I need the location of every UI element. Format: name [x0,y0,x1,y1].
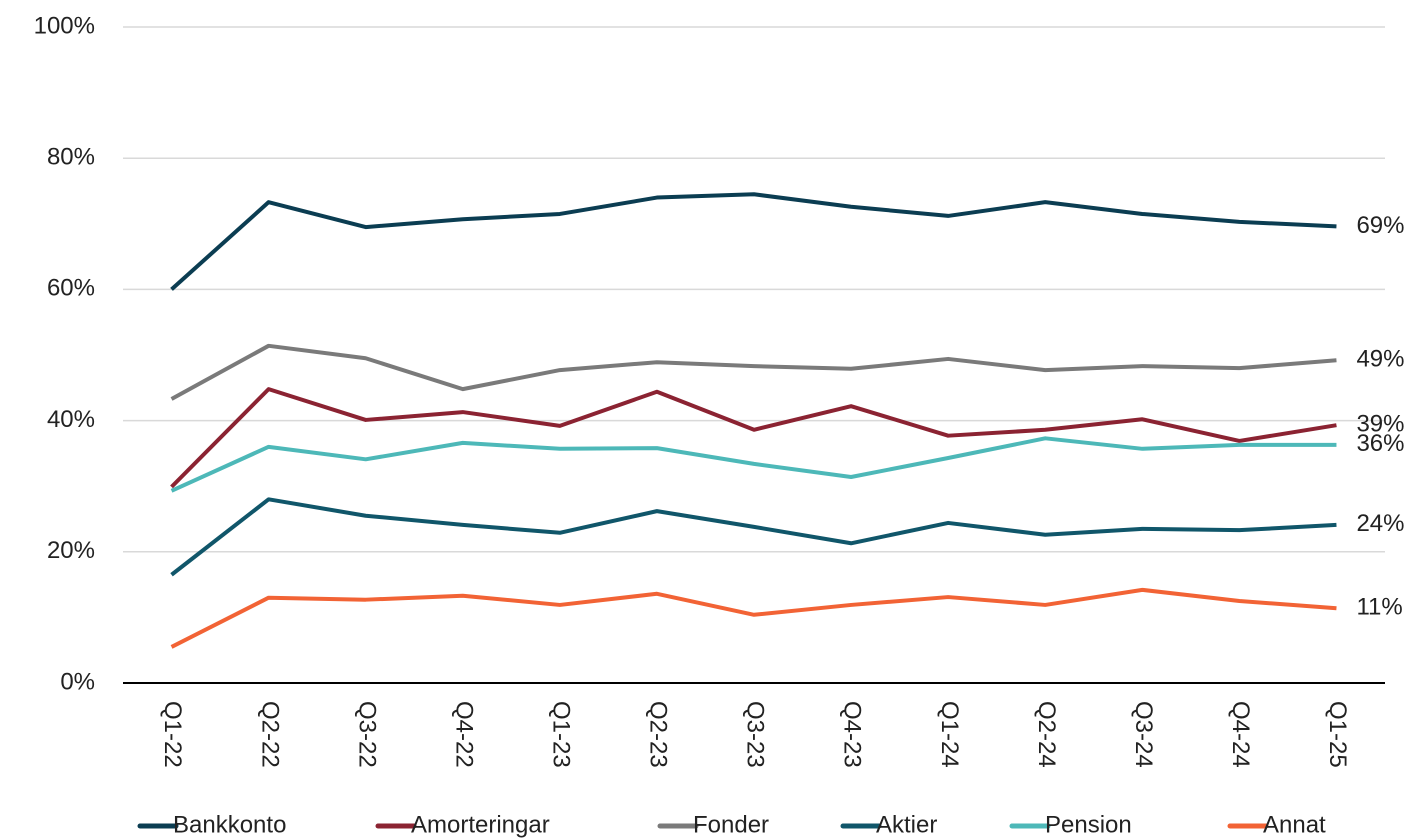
y-tick-label: 20% [47,537,95,564]
y-tick-label: 100% [34,12,95,39]
line-series [170,192,1337,291]
legend-label: Aktier [876,811,937,838]
y-tick-label: 80% [47,144,95,171]
line-series [170,436,1337,493]
value-label: 49% [1356,346,1404,373]
x-tick-label: Q4-23 [839,701,866,768]
value-label: 69% [1356,212,1404,239]
value-label: 36% [1356,430,1404,457]
x-tick-label: Q4-22 [450,701,477,768]
legend-entry: Fonder [657,811,769,838]
value-label: 11% [1356,594,1402,621]
legend-entry: Amorteringar [375,811,550,838]
x-tick-label: Q1-25 [1324,701,1351,768]
x-tick-label: Q1-24 [936,701,963,768]
legend-entry: Pension [1009,811,1132,838]
legend-entry: Aktier [840,811,937,838]
x-tick-label: Q2-24 [1033,701,1060,768]
x-tick-label: Q3-22 [353,701,380,768]
x-tick-label: Q1-23 [548,701,575,768]
legend-entry: Annat [1227,811,1326,838]
line-series [170,587,1337,649]
value-label: 39% [1356,411,1404,438]
legend-label: Pension [1045,811,1132,838]
y-tick-label: 0% [60,668,95,695]
line-series [170,497,1337,577]
x-tick-label: Q3-23 [742,701,769,768]
legend-label: Fonder [693,811,769,838]
y-tick-label: 40% [47,406,95,433]
x-tick-label: Q1-22 [159,701,186,768]
line-series [170,387,1337,489]
legend-label: Bankkonto [173,811,286,838]
line-series [170,343,1337,401]
x-tick-label: Q3-24 [1130,701,1157,768]
y-tick-label: 60% [47,275,95,302]
value-label: 24% [1356,510,1404,537]
legend-label: Amorteringar [411,811,550,838]
legend-label: Annat [1263,811,1326,838]
x-tick-label: Q2-22 [256,701,283,768]
x-tick-label: Q2-23 [645,701,672,768]
legend-entry: Bankkonto [137,811,286,838]
x-tick-label: Q4-24 [1227,701,1254,768]
